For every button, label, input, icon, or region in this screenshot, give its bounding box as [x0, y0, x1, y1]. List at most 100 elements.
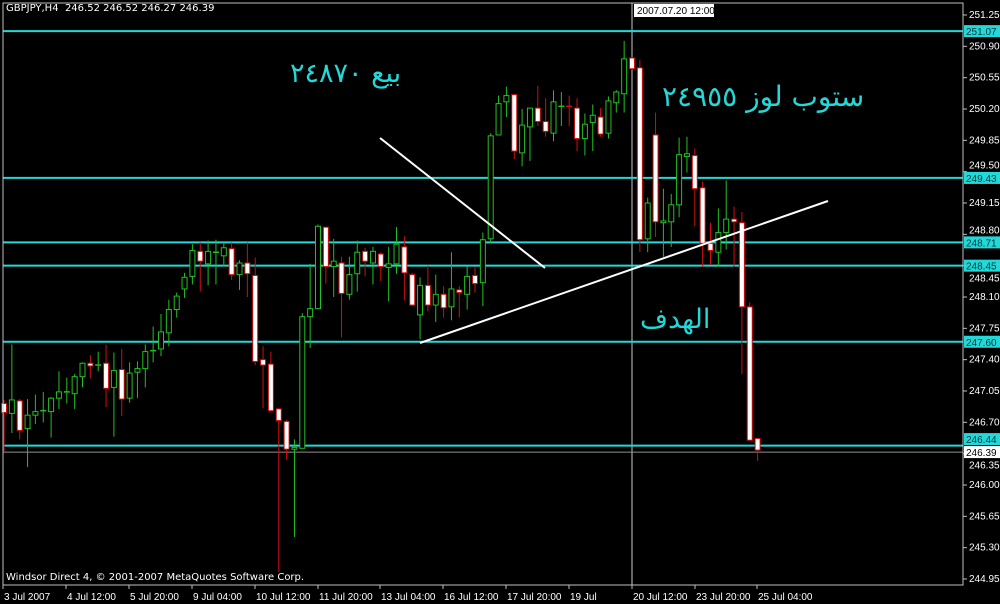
candle	[236, 260, 243, 290]
candle	[79, 362, 86, 388]
candle-body	[746, 306, 753, 441]
candle	[1, 399, 7, 451]
candle	[605, 96, 612, 139]
candle	[315, 224, 321, 310]
candle-body	[715, 232, 722, 253]
symbol-label: GBPJPY,H4	[6, 3, 59, 14]
candle-body	[236, 262, 243, 276]
candle-body	[519, 124, 526, 154]
candle-body	[636, 67, 643, 241]
candle	[71, 373, 78, 409]
candle-body	[338, 262, 345, 294]
trendline-down	[379, 137, 546, 269]
x-tick-label: 10 Jul 12:00	[256, 592, 311, 603]
candle	[173, 292, 180, 318]
candle	[731, 206, 738, 267]
candle	[707, 222, 714, 265]
level-price-label-bg	[964, 171, 1000, 184]
candle	[197, 242, 204, 292]
candle	[409, 272, 416, 306]
candle-body	[369, 250, 376, 264]
candle	[526, 107, 533, 161]
candle	[110, 352, 117, 437]
candle-body	[589, 114, 596, 123]
candle-body	[110, 369, 117, 388]
candle-body	[432, 293, 439, 306]
candle	[621, 40, 628, 113]
y-tick-label: 247.05	[969, 386, 1000, 397]
chart-frame	[2, 2, 964, 586]
candle-body	[754, 437, 761, 451]
candle-body	[1, 403, 7, 413]
candle	[581, 113, 588, 156]
candle-body	[385, 263, 392, 268]
candle	[613, 90, 620, 113]
candle-body	[683, 153, 690, 157]
candle	[8, 344, 15, 434]
candle-body	[731, 218, 738, 223]
candle-body	[205, 250, 212, 265]
candle-body	[605, 100, 612, 134]
candle-body	[495, 103, 502, 136]
candle	[574, 98, 581, 152]
candle-body	[574, 107, 581, 140]
candle	[479, 232, 486, 306]
candle-body	[134, 368, 141, 373]
x-tick-label: 4 Jul 12:00	[67, 592, 116, 603]
y-tick-label: 251.25	[969, 10, 1000, 21]
candle	[495, 95, 502, 136]
candle	[636, 59, 643, 253]
candle	[487, 133, 494, 244]
y-tick-label: 247.40	[969, 355, 1000, 366]
candle-body	[362, 250, 369, 262]
candle	[16, 399, 23, 440]
x-tick-label: 16 Jul 12:00	[444, 592, 499, 603]
x-tick-label: 3 Jul 2007	[4, 592, 51, 603]
x-tick-label: 5 Jul 20:00	[130, 592, 179, 603]
candle	[417, 277, 424, 340]
candle-body	[173, 295, 180, 311]
candle	[511, 93, 518, 160]
candle-body	[621, 58, 628, 95]
level-price-label-bg	[964, 236, 1000, 249]
trendline-up	[419, 200, 829, 344]
candle	[660, 188, 667, 257]
bid-price-label: 246.39	[966, 448, 997, 459]
candle	[377, 252, 384, 281]
candle-body	[738, 222, 745, 308]
stop-loss-annotation: ستوب لوز ٢٤٩٥٥	[662, 80, 865, 113]
candle	[401, 236, 408, 301]
symbol-header: GBPJPY,H4 246.52 246.52 246.27 246.39	[6, 3, 214, 14]
candle	[212, 239, 219, 285]
candle-body	[79, 362, 86, 378]
bid-price-label-bg	[964, 446, 1000, 459]
candle-body	[126, 372, 133, 399]
candle	[330, 238, 337, 297]
x-tick-label: 25 Jul 04:00	[758, 592, 813, 603]
y-tick-label: 249.85	[969, 135, 1000, 146]
level-price-label: 251.07	[966, 27, 997, 38]
candle	[205, 240, 212, 286]
candle	[589, 104, 596, 152]
x-tick-label: 9 Jul 04:00	[193, 592, 242, 603]
candle-body	[315, 225, 321, 310]
candle	[299, 313, 306, 449]
candle	[118, 348, 125, 417]
level-price-label-bg	[964, 335, 1000, 348]
y-tick-label: 245.30	[969, 543, 1000, 554]
crosshair-time-label-bg	[634, 4, 714, 17]
candle-body	[409, 274, 416, 306]
candle-body	[307, 308, 314, 318]
candle-body	[48, 397, 55, 413]
candle	[87, 355, 94, 379]
candle-body	[32, 411, 39, 416]
candle-body	[8, 399, 15, 414]
candle	[63, 377, 70, 404]
candle-body	[267, 363, 274, 412]
candle-body	[629, 57, 635, 70]
copyright-text: Windsor Direct 4, © 2001-2007 MetaQuotes…	[6, 572, 305, 583]
y-tick-label: 249.50	[969, 161, 1000, 172]
candle	[244, 242, 251, 297]
